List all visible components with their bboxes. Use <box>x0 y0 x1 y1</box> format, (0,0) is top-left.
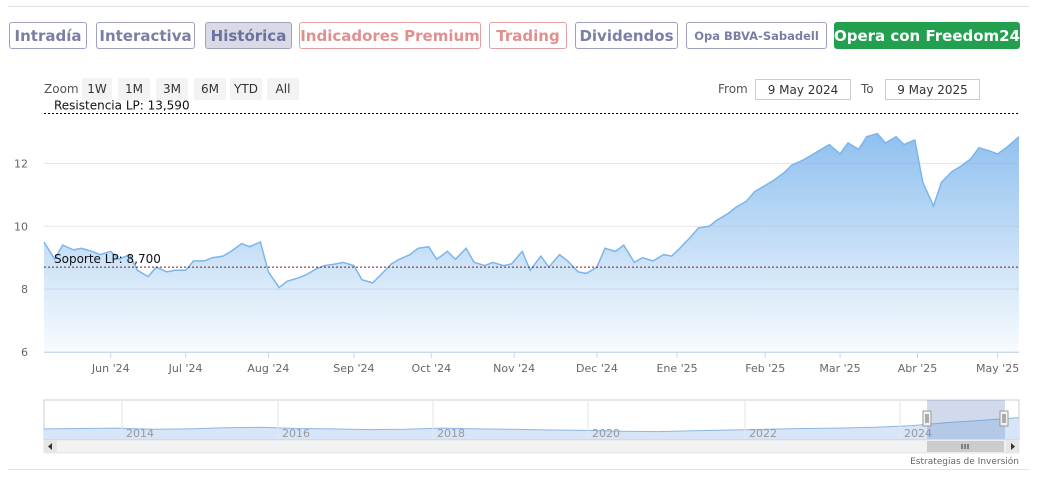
navigator-year-label: 2020 <box>592 427 620 440</box>
navigator-handle[interactable] <box>999 410 1009 427</box>
zoom-3m-button[interactable]: 3M <box>156 78 188 100</box>
y-tick-label: 12 <box>14 157 28 170</box>
x-tick-label: Mar '25 <box>819 362 860 375</box>
tab-indicadores-premium[interactable]: Indicadores Premium <box>299 22 481 49</box>
to-label: To <box>861 82 874 96</box>
x-tick-label: Sep '24 <box>333 362 374 375</box>
from-label: From <box>718 82 748 96</box>
y-tick-label: 8 <box>21 283 28 296</box>
zoom-label: Zoom <box>44 82 79 96</box>
zoom-1m-button[interactable]: 1M <box>118 78 150 100</box>
price-area <box>44 133 1019 352</box>
navigator-year-label: 2016 <box>282 427 310 440</box>
navigator-year-label: 2022 <box>749 427 777 440</box>
resistance-label: Resistencia LP: 13,590 <box>54 98 190 112</box>
x-tick-label: Jun '24 <box>91 362 130 375</box>
from-date-input[interactable]: 9 May 2024 <box>755 79 851 100</box>
navigator-year-label: 2024 <box>904 427 932 440</box>
x-tick-label: Ene '25 <box>656 362 697 375</box>
y-tick-label: 10 <box>14 220 28 233</box>
support-label: Soporte LP: 8,700 <box>54 252 161 266</box>
x-tick-label: Nov '24 <box>493 362 535 375</box>
tab-opa-bbva-sabadell[interactable]: Opa BBVA-Sabadell <box>686 22 827 49</box>
tab-dividendos[interactable]: Dividendos <box>575 22 678 49</box>
x-tick-label: Dec '24 <box>576 362 618 375</box>
x-tick-label: Jul '24 <box>168 362 203 375</box>
navigator: 2014 2016 2018 2020 2022 2024 <box>43 399 1020 454</box>
navigator-year-label: 2018 <box>437 427 465 440</box>
chevron-right-icon <box>1011 443 1015 450</box>
navigator-line <box>43 417 1020 433</box>
x-tick-label: Oct '24 <box>412 362 452 375</box>
to-date-input[interactable]: 9 May 2025 <box>885 79 980 100</box>
y-tick-label: 6 <box>21 346 28 359</box>
x-tick-label: May '25 <box>976 362 1019 375</box>
x-tick-label: Feb '25 <box>745 362 785 375</box>
stock-chart: Zoom 1W 1M 3M 6M YTD All From 9 May 2024… <box>0 60 1037 478</box>
chart-svg: 6 8 10 12 Jun '24 Jul '24 Aug '24 Sep '24 Oct '… <box>14 98 1020 467</box>
y-axis: 6 8 10 12 <box>14 157 28 359</box>
bottom-divider <box>8 469 1029 470</box>
x-tick-label: Abr '25 <box>898 362 938 375</box>
navigator-year-label: 2014 <box>126 427 154 440</box>
credit-label: Estrategias de Inversión <box>910 456 1019 467</box>
tab-trading[interactable]: Trading <box>489 22 567 49</box>
plot-area <box>43 132 1020 352</box>
tab-historica[interactable]: Histórica <box>205 22 292 49</box>
x-tick-label: Aug '24 <box>247 362 289 375</box>
zoom-ytd-button[interactable]: YTD <box>230 78 262 100</box>
top-divider <box>8 6 1029 7</box>
zoom-1w-button[interactable]: 1W <box>82 78 112 100</box>
tab-interactiva[interactable]: Interactiva <box>96 22 195 49</box>
navigator-area <box>44 417 1019 439</box>
navigator-scrollbar[interactable] <box>43 439 1020 454</box>
zoom-6m-button[interactable]: 6M <box>194 78 226 100</box>
freedom24-cta-button[interactable]: Opera con Freedom24 <box>834 22 1020 49</box>
chevron-left-icon <box>48 443 52 450</box>
navigator-selection <box>927 400 1005 439</box>
navigator-handle[interactable] <box>922 410 932 427</box>
tab-intradia[interactable]: Intradía <box>9 22 87 49</box>
zoom-all-button[interactable]: All <box>267 78 299 100</box>
price-line <box>43 132 1020 289</box>
x-axis: Jun '24 Jul '24 Aug '24 Sep '24 Oct '24 Nov '… <box>44 352 1019 375</box>
annotation-lines: Resistencia LP: 13,590 Soporte LP: 8,700 <box>44 98 1019 268</box>
